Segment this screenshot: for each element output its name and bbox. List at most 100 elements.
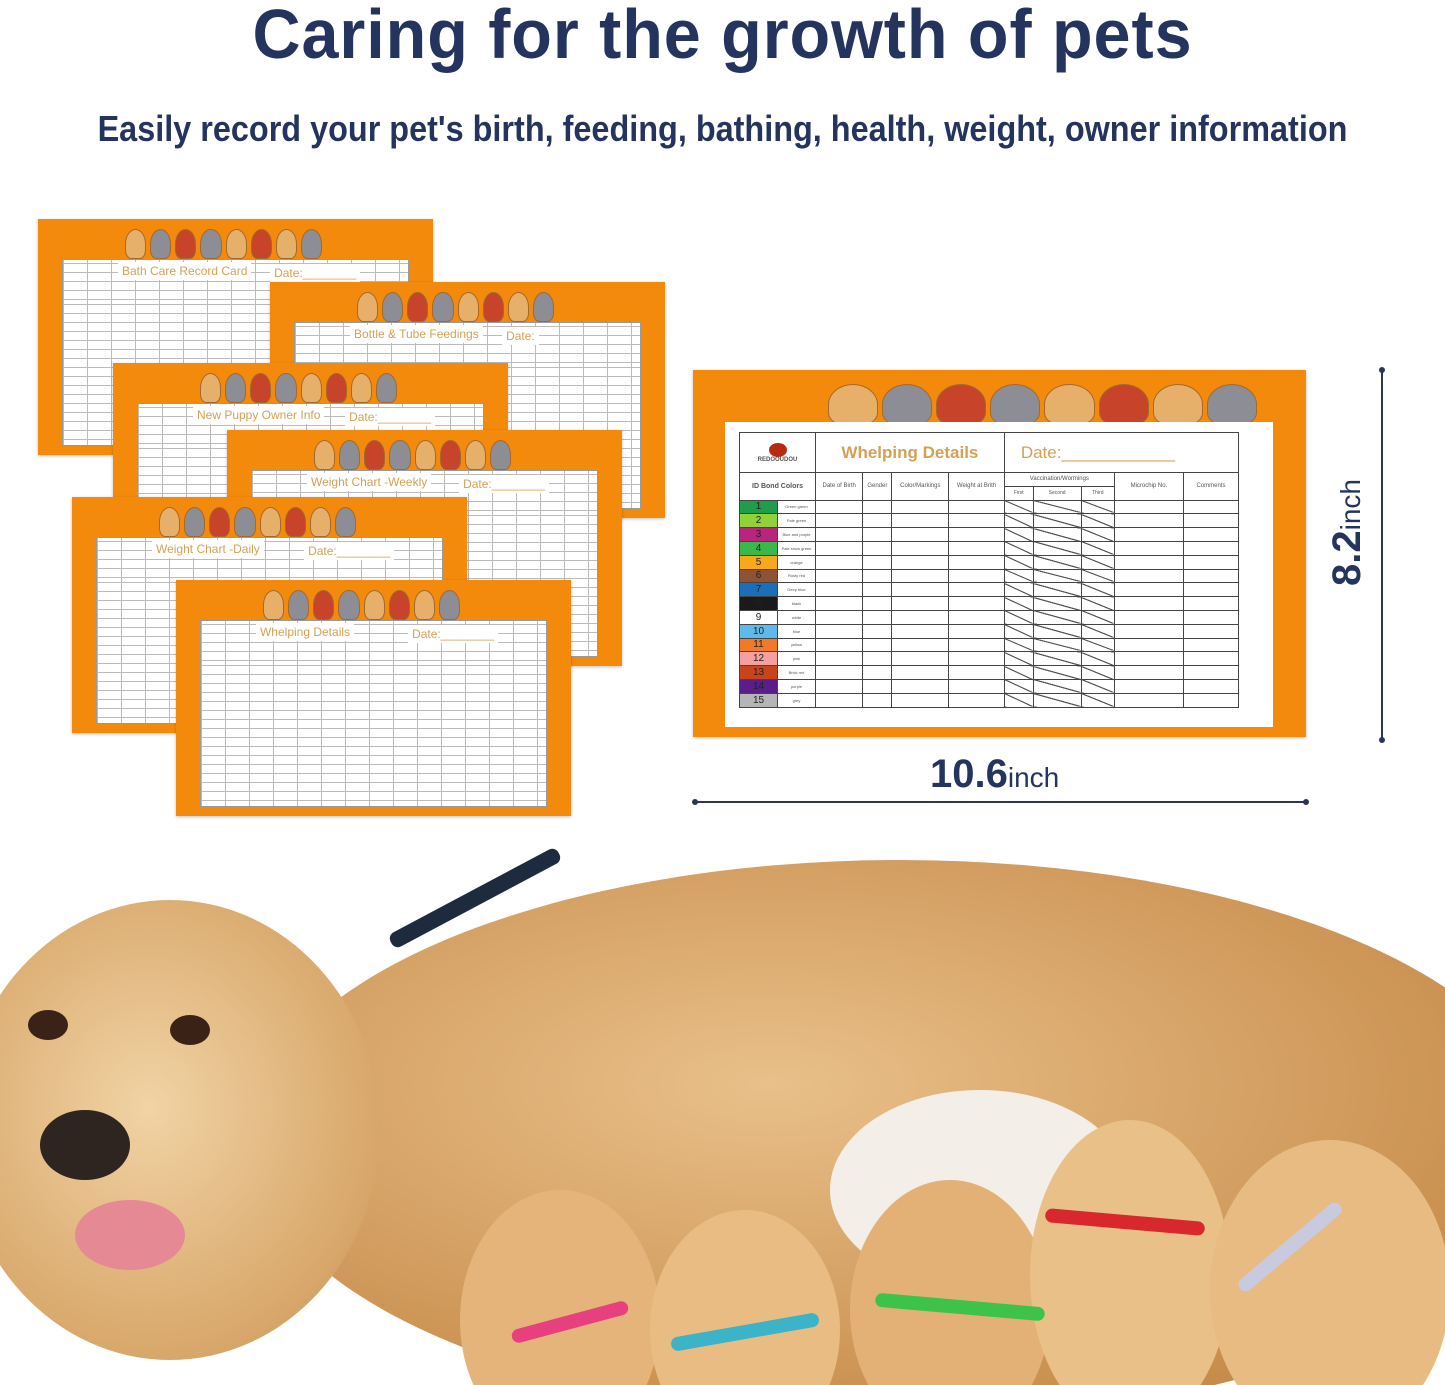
entry-cell[interactable] <box>891 540 950 556</box>
entry-cell[interactable] <box>1113 692 1184 708</box>
entry-cell[interactable] <box>891 623 950 639</box>
entry-cell[interactable] <box>862 582 893 598</box>
entry-cell[interactable] <box>1003 568 1034 584</box>
entry-cell[interactable] <box>948 554 1005 570</box>
entry-cell[interactable] <box>1113 582 1184 598</box>
entry-cell[interactable] <box>1080 568 1115 584</box>
entry-cell[interactable] <box>862 527 893 542</box>
entry-cell[interactable] <box>1003 665 1034 680</box>
entry-cell[interactable] <box>1113 623 1184 639</box>
entry-cell[interactable] <box>948 568 1005 584</box>
entry-cell[interactable] <box>814 568 864 584</box>
entry-cell[interactable] <box>814 527 864 542</box>
entry-cell[interactable] <box>1182 568 1240 584</box>
entry-cell[interactable] <box>862 499 893 515</box>
entry-cell[interactable] <box>1113 609 1184 625</box>
entry-cell[interactable] <box>891 596 950 611</box>
entry-cell[interactable] <box>891 609 950 625</box>
entry-cell[interactable] <box>948 637 1005 653</box>
entry-cell[interactable] <box>1080 513 1115 529</box>
entry-cell[interactable] <box>1080 596 1115 611</box>
entry-cell[interactable] <box>814 499 864 515</box>
entry-cell[interactable] <box>1032 665 1082 680</box>
entry-cell[interactable] <box>1182 692 1240 708</box>
entry-cell[interactable] <box>1182 651 1240 667</box>
entry-cell[interactable] <box>948 692 1005 708</box>
entry-cell[interactable] <box>1080 692 1115 708</box>
entry-cell[interactable] <box>1113 665 1184 680</box>
entry-cell[interactable] <box>1032 609 1082 625</box>
entry-cell[interactable] <box>1182 499 1240 515</box>
entry-cell[interactable] <box>948 513 1005 529</box>
entry-cell[interactable] <box>862 554 893 570</box>
entry-cell[interactable] <box>1032 582 1082 598</box>
entry-cell[interactable] <box>1182 513 1240 529</box>
entry-cell[interactable] <box>1080 665 1115 680</box>
entry-cell[interactable] <box>1003 637 1034 653</box>
entry-cell[interactable] <box>862 678 893 694</box>
entry-cell[interactable] <box>1032 540 1082 556</box>
entry-cell[interactable] <box>862 637 893 653</box>
entry-cell[interactable] <box>1113 554 1184 570</box>
entry-cell[interactable] <box>1003 582 1034 598</box>
entry-cell[interactable] <box>1032 513 1082 529</box>
entry-cell[interactable] <box>1032 623 1082 639</box>
entry-cell[interactable] <box>862 513 893 529</box>
entry-cell[interactable] <box>1032 596 1082 611</box>
entry-cell[interactable] <box>948 623 1005 639</box>
entry-cell[interactable] <box>1032 554 1082 570</box>
entry-cell[interactable] <box>814 692 864 708</box>
entry-cell[interactable] <box>1113 651 1184 667</box>
entry-cell[interactable] <box>814 540 864 556</box>
entry-cell[interactable] <box>1003 623 1034 639</box>
entry-cell[interactable] <box>1080 609 1115 625</box>
entry-cell[interactable] <box>1113 540 1184 556</box>
entry-cell[interactable] <box>1182 527 1240 542</box>
entry-cell[interactable] <box>1003 527 1034 542</box>
entry-cell[interactable] <box>1080 651 1115 667</box>
entry-cell[interactable] <box>948 540 1005 556</box>
entry-cell[interactable] <box>1182 540 1240 556</box>
entry-cell[interactable] <box>948 527 1005 542</box>
entry-cell[interactable] <box>1182 554 1240 570</box>
entry-cell[interactable] <box>1182 609 1240 625</box>
entry-cell[interactable] <box>814 637 864 653</box>
entry-cell[interactable] <box>1003 499 1034 515</box>
entry-cell[interactable] <box>1113 513 1184 529</box>
entry-cell[interactable] <box>1113 568 1184 584</box>
entry-cell[interactable] <box>862 692 893 708</box>
entry-cell[interactable] <box>891 499 950 515</box>
entry-cell[interactable] <box>948 678 1005 694</box>
entry-cell[interactable] <box>814 651 864 667</box>
entry-cell[interactable] <box>862 568 893 584</box>
entry-cell[interactable] <box>1182 623 1240 639</box>
entry-cell[interactable] <box>948 609 1005 625</box>
entry-cell[interactable] <box>1080 540 1115 556</box>
entry-cell[interactable] <box>891 692 950 708</box>
entry-cell[interactable] <box>1182 596 1240 611</box>
entry-cell[interactable] <box>891 568 950 584</box>
entry-cell[interactable] <box>814 678 864 694</box>
entry-cell[interactable] <box>814 623 864 639</box>
entry-cell[interactable] <box>862 540 893 556</box>
entry-cell[interactable] <box>814 665 864 680</box>
entry-cell[interactable] <box>1080 499 1115 515</box>
entry-cell[interactable] <box>891 554 950 570</box>
entry-cell[interactable] <box>1080 637 1115 653</box>
entry-cell[interactable] <box>891 651 950 667</box>
entry-cell[interactable] <box>891 637 950 653</box>
entry-cell[interactable] <box>1003 596 1034 611</box>
entry-cell[interactable] <box>1113 637 1184 653</box>
entry-cell[interactable] <box>891 582 950 598</box>
entry-cell[interactable] <box>948 582 1005 598</box>
entry-cell[interactable] <box>1080 527 1115 542</box>
entry-cell[interactable] <box>891 665 950 680</box>
entry-cell[interactable] <box>948 665 1005 680</box>
entry-cell[interactable] <box>948 499 1005 515</box>
entry-cell[interactable] <box>891 513 950 529</box>
entry-cell[interactable] <box>948 596 1005 611</box>
entry-cell[interactable] <box>1032 568 1082 584</box>
entry-cell[interactable] <box>814 554 864 570</box>
entry-cell[interactable] <box>1080 623 1115 639</box>
entry-cell[interactable] <box>862 665 893 680</box>
